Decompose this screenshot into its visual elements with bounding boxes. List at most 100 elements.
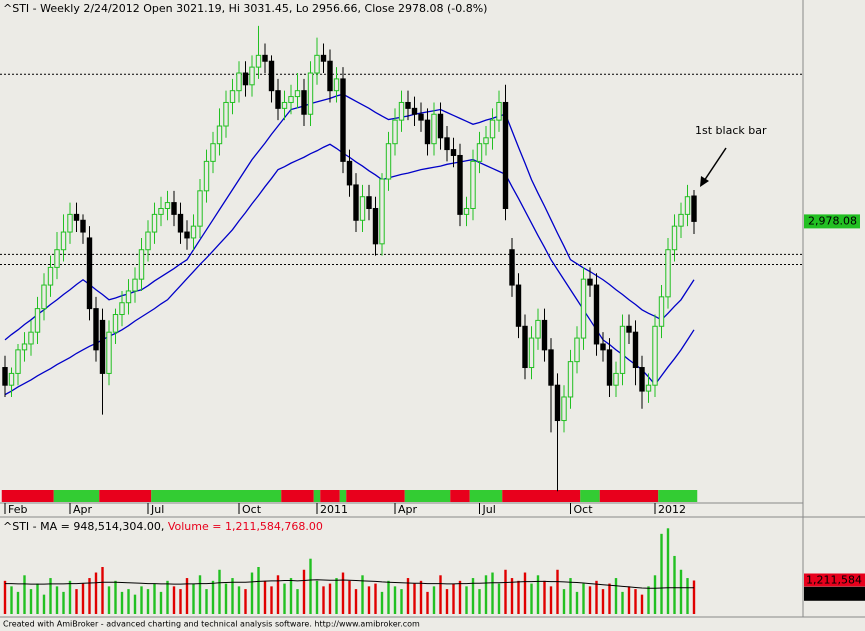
- volume-bar: [666, 528, 670, 614]
- volume-bar: [283, 583, 286, 614]
- annotation-arrow: [703, 147, 727, 182]
- candle-body: [619, 325, 626, 374]
- volume-bar: [16, 591, 20, 614]
- volume-value-title: Volume = 1,211,584,768.00: [168, 520, 323, 533]
- candle-body: [268, 60, 275, 92]
- volume-bar: [205, 589, 208, 614]
- volume-bar: [341, 572, 345, 614]
- volume-bar: [81, 583, 85, 614]
- volume-bar: [452, 583, 455, 614]
- volume-bar: [192, 583, 195, 614]
- volume-bar: [439, 575, 442, 614]
- candle-body: [645, 384, 652, 392]
- volume-bar: [367, 586, 371, 614]
- volume-bar: [127, 589, 130, 614]
- volume-bar: [42, 594, 46, 614]
- volume-bar: [23, 575, 26, 614]
- volume-ma-label: 948,514,30: [806, 587, 865, 600]
- candle-body: [658, 296, 665, 327]
- volume-bar: [322, 586, 325, 614]
- footer: Created with AmiBroker - advanced charti…: [3, 620, 420, 629]
- volume-bar: [562, 589, 566, 614]
- candle-body: [496, 101, 502, 121]
- candle-body: [678, 213, 684, 227]
- volume-bar: [114, 580, 117, 614]
- volume-bar: [348, 580, 351, 614]
- annotation: 1st black bar: [695, 124, 767, 137]
- candle-body: [437, 113, 444, 139]
- candle-body: [320, 54, 327, 62]
- candle-body: [340, 78, 346, 162]
- volume-bar: [634, 589, 637, 614]
- candle-body: [405, 101, 411, 109]
- candle-body: [275, 90, 281, 109]
- volume-bar: [354, 589, 358, 614]
- volume-bar: [517, 580, 520, 614]
- volume-bar: [276, 575, 280, 614]
- volume-bar: [244, 589, 247, 614]
- candle-body: [450, 149, 457, 156]
- candle-body: [190, 225, 197, 239]
- candle-body: [359, 196, 366, 221]
- candle-body: [93, 308, 99, 351]
- volume-bar: [289, 578, 293, 614]
- volume-ma-title: ^STI - MA = 948,514,304.00,: [3, 520, 168, 533]
- last-price-box: [804, 214, 860, 229]
- candle-body: [587, 278, 593, 286]
- volume-bar: [101, 567, 104, 614]
- volume-bar: [55, 586, 59, 614]
- volume-bar: [218, 569, 221, 614]
- candle-body: [106, 331, 112, 374]
- candle-body: [665, 249, 671, 298]
- volume-bar: [133, 594, 137, 614]
- volume-bar: [107, 586, 111, 614]
- candle-body: [535, 319, 541, 339]
- volume-bar: [328, 583, 332, 614]
- candle-body: [15, 349, 21, 374]
- volume-bar: [653, 575, 657, 614]
- candle-body: [489, 119, 496, 139]
- volume-bar: [504, 569, 507, 614]
- volume-bar: [270, 586, 273, 614]
- volume-bar: [224, 583, 228, 614]
- candle-body: [691, 195, 697, 222]
- volume-bar: [29, 589, 33, 614]
- volume-bar: [3, 580, 7, 614]
- volume-bar: [419, 580, 423, 614]
- candle-body: [431, 113, 437, 145]
- candle-body: [522, 325, 528, 369]
- x-tick-label: 2012: [658, 503, 686, 516]
- volume-bar: [614, 578, 618, 614]
- candle-body: [177, 213, 184, 233]
- candle-body: [593, 284, 600, 345]
- candle-body: [229, 90, 236, 103]
- volume-label: 1,211,584: [806, 574, 862, 587]
- candle-body: [483, 137, 489, 145]
- candle-body: [99, 319, 106, 374]
- candle-body: [223, 101, 229, 127]
- candle-body: [606, 349, 613, 386]
- volume-bar: [595, 580, 598, 614]
- trend-ribbon: [99, 490, 152, 502]
- candle-body: [67, 213, 73, 233]
- volume-bar: [478, 589, 481, 614]
- volume-bar: [146, 589, 150, 614]
- candle-body: [626, 325, 632, 333]
- volume-bar: [530, 583, 533, 614]
- volume-bar: [660, 533, 663, 614]
- candle-body: [314, 54, 320, 74]
- candle-body: [255, 54, 262, 68]
- volume-bar: [75, 589, 78, 614]
- candle-body: [574, 337, 580, 363]
- trend-ribbon: [469, 490, 503, 502]
- candle-body: [8, 372, 15, 386]
- volume-bar: [510, 578, 514, 614]
- volume-bar: [185, 578, 189, 614]
- volume-bar: [140, 586, 143, 614]
- candle-body: [561, 396, 567, 422]
- trend-ribbon: [404, 490, 451, 502]
- candle-body: [307, 72, 314, 115]
- candle-body: [242, 72, 249, 86]
